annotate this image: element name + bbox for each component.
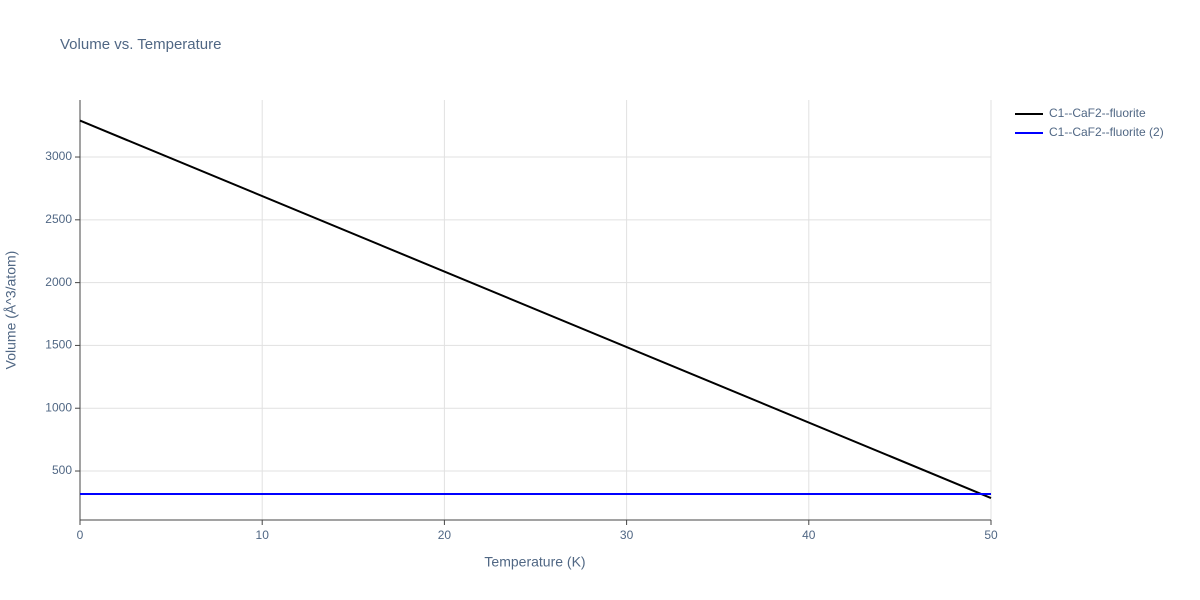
y-tick-label: 1000 <box>45 400 72 414</box>
y-tick-label: 1500 <box>45 338 72 352</box>
chart-title: Volume vs. Temperature <box>60 36 221 53</box>
y-tick-label: 500 <box>52 463 72 477</box>
x-axis-title: Temperature (K) <box>484 554 585 570</box>
grid <box>75 100 992 525</box>
y-tick-label: 2000 <box>45 275 72 289</box>
x-tick-label: 20 <box>438 528 452 542</box>
x-tick-label: 10 <box>256 528 270 542</box>
series-line <box>79 119 992 499</box>
y-tick-label: 3000 <box>45 149 72 163</box>
y-tick-label: 2500 <box>45 212 72 226</box>
legend-label: C1--CaF2--fluorite <box>1049 106 1146 120</box>
x-tick-label: 0 <box>77 528 84 542</box>
y-axis-title: Volume (Å^3/atom) <box>3 251 19 370</box>
x-tick-label: 50 <box>984 528 998 542</box>
x-tick-label: 40 <box>802 528 816 542</box>
x-tick-label: 30 <box>620 528 634 542</box>
legend-label: C1--CaF2--fluorite (2) <box>1049 125 1164 139</box>
plot-area <box>79 119 992 499</box>
